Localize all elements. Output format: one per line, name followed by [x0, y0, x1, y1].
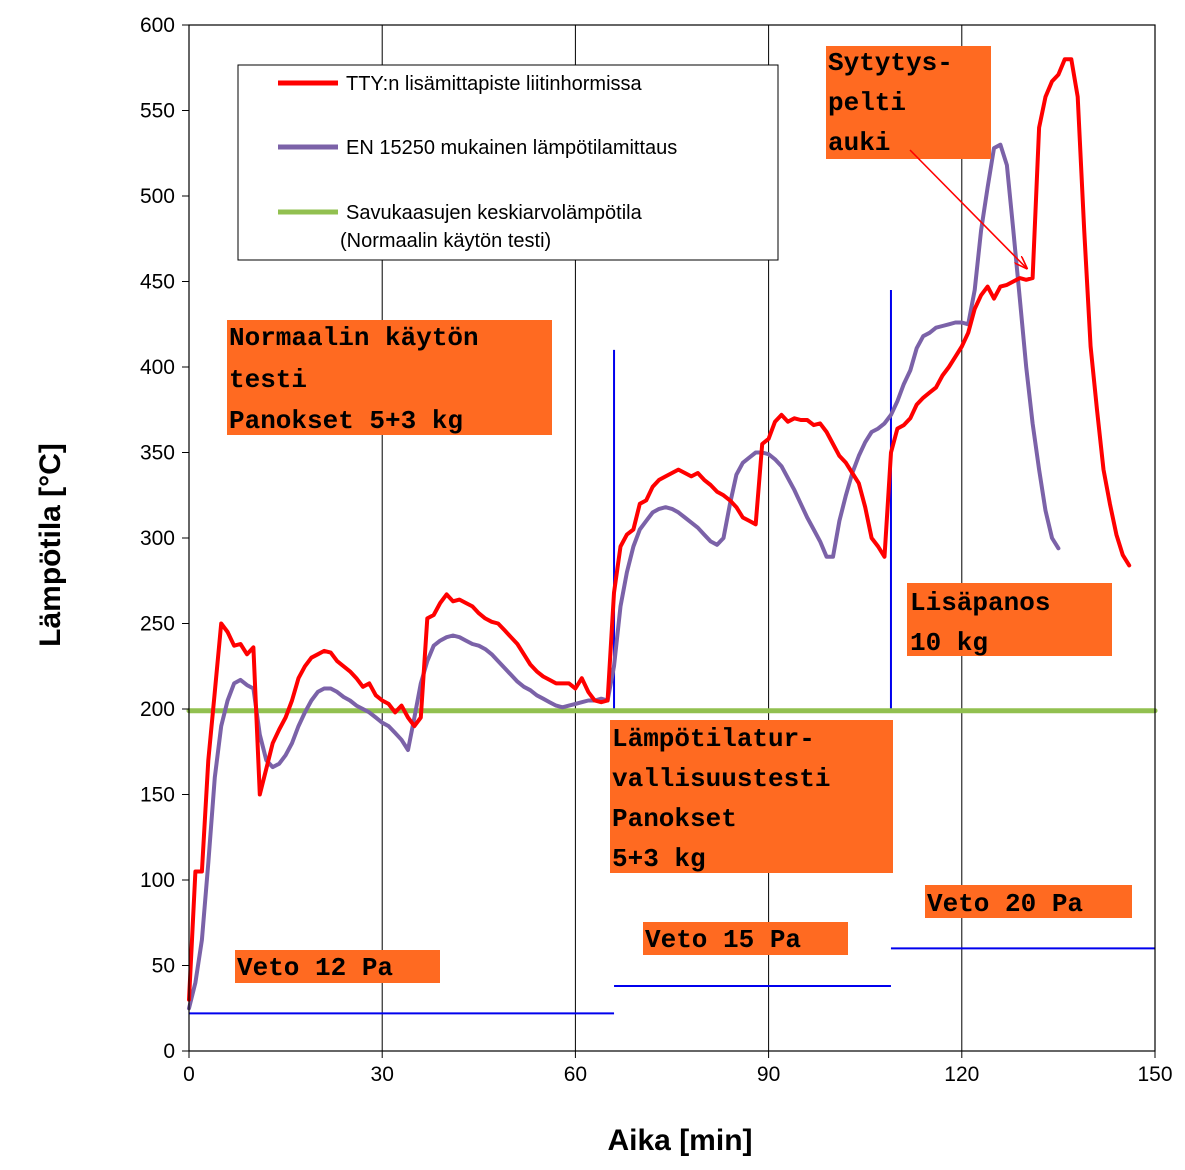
annotation-text: Veto 12 Pa [237, 953, 393, 983]
x-tick-label: 90 [757, 1063, 780, 1086]
annotation-text: vallisuustesti [612, 764, 830, 794]
annotation-box [907, 583, 1112, 656]
annotation-text: Veto 20 Pa [927, 889, 1083, 919]
annotation-text: Sytytys- [828, 48, 953, 78]
legend: TTY:n lisämittapiste liitinhormissa EN 1… [237, 64, 779, 261]
x-tick-label: 150 [1137, 1063, 1172, 1086]
annotation-box [826, 46, 991, 159]
y-tick-label: 0 [163, 1040, 175, 1063]
annotation-text: Lisäpanos [910, 588, 1050, 618]
y-tick-label: 150 [140, 784, 175, 807]
y-tick-label: 50 [152, 955, 175, 978]
annotation-box [235, 950, 440, 983]
x-axis-title: Aika [min] [607, 1124, 752, 1157]
series-line-red [187, 57, 1132, 1002]
annotation-box [610, 720, 893, 873]
x-tick-label: 120 [944, 1063, 979, 1086]
legend-label-purple: EN 15250 mukainen lämpötilamittaus [346, 137, 677, 159]
series-group [186, 57, 1158, 1011]
axis-ticks: 0 30 60 90 120 150 0 50 100 150 200 250 300 350 400 450… [140, 14, 1173, 1086]
x-tick-label: 60 [564, 1063, 587, 1086]
y-tick-label: 450 [140, 271, 175, 294]
annotation-text: pelti [828, 88, 906, 118]
y-tick-label: 600 [140, 14, 175, 37]
annotation-sytytys: Sytytys- pelti auki [826, 46, 991, 159]
annotation-veto-15: Veto 15 Pa [643, 922, 848, 955]
y-tick-label: 400 [140, 356, 175, 379]
legend-label-red: TTY:n lisämittapiste liitinhormissa [346, 73, 643, 95]
annotation-text: Panokset 5+3 kg [229, 406, 463, 436]
x-tick-label: 0 [183, 1063, 195, 1086]
y-tick-label: 300 [140, 527, 175, 550]
annotation-text: Veto 15 Pa [645, 925, 801, 955]
annotation-text: 5+3 kg [612, 844, 706, 874]
annotation-normaalin: Normaalin käytön testi Panokset 5+3 kg [227, 320, 552, 436]
annotation-box [925, 885, 1132, 918]
y-axis-title: Lämpötila [°C] [34, 443, 67, 647]
legend-label-green: Savukaasujen keskiarvolämpötila [346, 202, 643, 224]
annotation-lisapanos: Lisäpanos 10 kg [907, 583, 1112, 658]
x-tick-label: 30 [371, 1063, 394, 1086]
annotation-text: Panokset [612, 804, 737, 834]
annotation-text: testi [229, 365, 307, 395]
annotation-text: 10 kg [910, 628, 988, 658]
legend-label-green-line2: (Normaalin käytön testi) [340, 230, 551, 252]
annotation-text: Normaalin käytön [229, 323, 479, 353]
annotation-arrow [909, 149, 1026, 268]
y-tick-label: 100 [140, 869, 175, 892]
y-tick-label: 200 [140, 698, 175, 721]
y-tick-label: 250 [140, 613, 175, 636]
y-tick-label: 500 [140, 185, 175, 208]
annotation-text: auki [828, 128, 890, 158]
annotation-veto-12: Veto 12 Pa [235, 950, 440, 983]
series-line-purple [187, 142, 1061, 1011]
annotation-box [227, 320, 552, 435]
annotation-box [643, 922, 848, 955]
annotation-text: Lämpötilatur- [612, 724, 815, 754]
y-tick-label: 550 [140, 100, 175, 123]
legend-box [237, 64, 779, 261]
y-tick-label: 350 [140, 442, 175, 465]
annotation-veto-20: Veto 20 Pa [925, 885, 1132, 919]
annotation-lampotilaturvallisuus: Lämpötilatur- vallisuustesti Panokset 5+… [610, 720, 893, 874]
